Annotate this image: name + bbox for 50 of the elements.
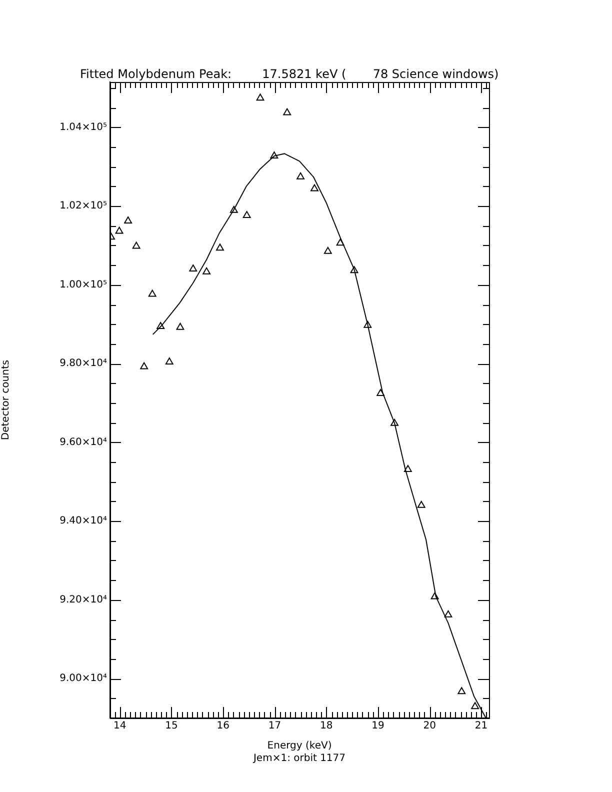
point — [350, 266, 358, 274]
chart-title: Fitted Molybdenum Peak: 17.5821 keV ( 78 Science windows) — [80, 67, 499, 81]
x-tick-label: 21 — [474, 720, 488, 732]
point — [132, 242, 140, 249]
y-tick-label: 9.60×10⁴ — [60, 436, 107, 448]
point — [310, 184, 318, 192]
point — [270, 152, 278, 159]
y-tick-label: 9.80×10⁴ — [60, 358, 107, 370]
point — [148, 290, 156, 297]
point — [202, 267, 211, 274]
x-tick-label: 18 — [320, 720, 333, 732]
point — [216, 244, 224, 251]
point — [189, 264, 198, 272]
point — [256, 94, 264, 101]
point — [242, 211, 251, 218]
point — [458, 687, 466, 694]
point — [115, 226, 124, 234]
x-axis-title: Energy (keV) — [267, 740, 332, 752]
y-tick-label: 9.20×10⁴ — [60, 594, 107, 606]
point — [444, 610, 452, 618]
point — [156, 322, 165, 330]
x-tick-label: 14 — [113, 720, 126, 732]
point — [230, 206, 238, 213]
point — [390, 418, 398, 426]
point — [336, 238, 344, 246]
point — [404, 465, 412, 472]
y-tick-label: 9.00×10⁴ — [60, 673, 107, 684]
y-axis-title: Detector counts — [0, 360, 12, 440]
point — [124, 216, 132, 224]
x-tick-label: 17 — [268, 720, 282, 732]
point — [140, 362, 148, 370]
x-tick-label: 19 — [372, 720, 384, 732]
point — [430, 592, 439, 600]
point — [376, 389, 385, 396]
point — [296, 172, 304, 180]
x-tick-label: 15 — [165, 720, 178, 732]
y-tick-label: 1.04×10⁵ — [60, 122, 107, 133]
point — [283, 108, 292, 116]
point — [417, 500, 426, 508]
point — [165, 358, 174, 364]
y-tick-label: 1.02×10⁵ — [60, 200, 107, 212]
y-tick-label: 9.40×10⁴ — [60, 516, 107, 527]
point — [324, 246, 332, 254]
point — [471, 702, 480, 710]
y-tick-label: 1.00×10⁵ — [60, 279, 107, 290]
x-tick-label: 20 — [423, 720, 436, 732]
x-tick-label: 16 — [216, 720, 230, 732]
text: Jem×1: orbit 1177 — [252, 753, 346, 764]
point — [176, 322, 184, 330]
point — [364, 320, 372, 328]
